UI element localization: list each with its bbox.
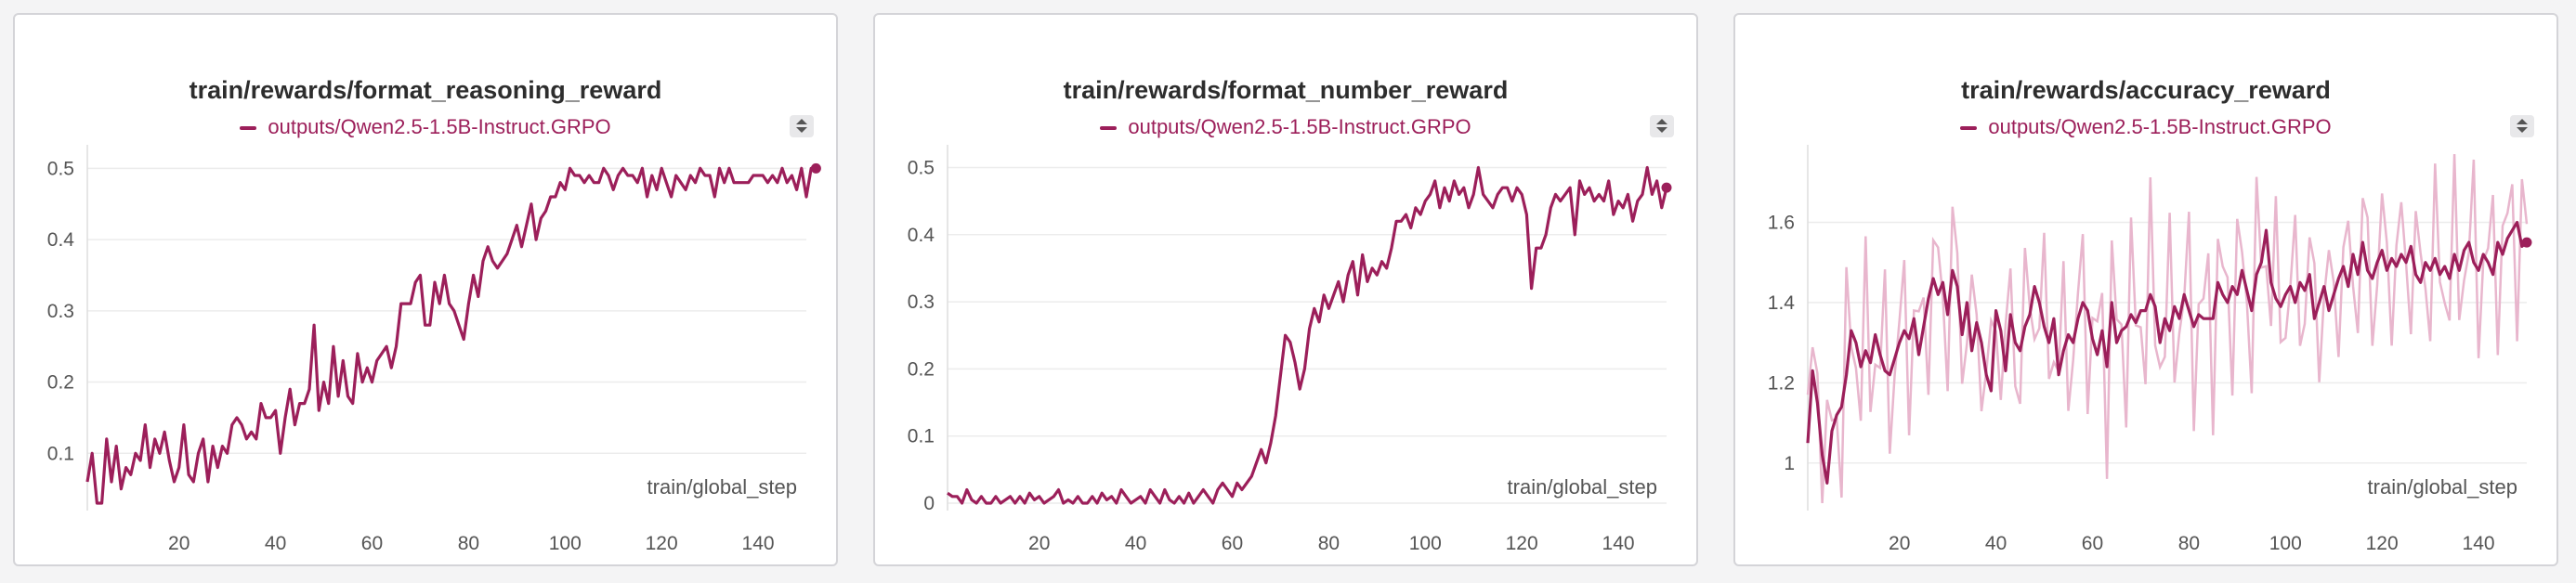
y-tick-label: 1 [1784,453,1795,474]
x-axis-title: train/global_step [1508,475,1657,499]
series-last-point [1661,182,1672,193]
legend-swatch [1960,126,1978,131]
x-tick-label: 20 [1889,533,1910,554]
x-tick-label: 20 [1028,533,1050,554]
chart-legend[interactable]: outputs/Qwen2.5-1.5B-Instruct.GRPO [1735,115,2556,139]
series-line [947,165,1668,505]
legend-label: outputs/Qwen2.5-1.5B-Instruct.GRPO [268,115,611,138]
chart-svg-accuracy: 1 1.2 1.4 1.6 20 40 60 80 100 120 140 train/global_… [1768,145,2532,554]
legend-sort-button[interactable] [790,115,814,137]
x-tick-label: 140 [2463,533,2495,554]
caret-down-icon [796,127,807,133]
caret-up-icon [796,119,807,124]
y-tick-label: 1.6 [1768,212,1795,233]
series-line [85,166,817,505]
y-tick-label: 0.3 [47,301,74,322]
x-tick-label: 140 [742,533,775,554]
chart-legend[interactable]: outputs/Qwen2.5-1.5B-Instruct.GRPO [875,115,1696,139]
x-tick-label: 40 [1125,533,1146,554]
y-tick-label: 0.5 [47,158,74,179]
y-tick-label: 0.1 [47,443,74,464]
chart-svg-format-reasoning: 0.1 0.2 0.3 0.4 0.5 20 40 60 80 100 120 140 train/gl… [47,145,821,554]
chart-panel-format-reasoning: 0.1 0.2 0.3 0.4 0.5 20 40 60 80 100 120 140 train/gl… [13,13,838,566]
x-tick-label: 100 [549,533,582,554]
x-tick-label: 80 [1318,533,1340,554]
y-tick-label: 0.2 [47,372,74,394]
y-tick-label: 1.2 [1768,372,1795,394]
chart-title: train/rewards/accuracy_reward [1961,76,2331,104]
legend-label: outputs/Qwen2.5-1.5B-Instruct.GRPO [1988,115,2332,138]
x-axis-title: train/global_step [2368,475,2517,499]
x-tick-label: 60 [361,533,383,554]
legend-swatch [1100,126,1118,131]
y-tick-label: 0.2 [908,358,935,380]
x-tick-label: 60 [1222,533,1243,554]
y-tick-label: 1.4 [1768,292,1796,314]
x-axis-title: train/global_step [647,475,797,499]
caret-up-icon [1656,119,1667,124]
caret-up-icon [2517,119,2528,124]
x-tick-label: 140 [1602,533,1635,554]
x-tick-label: 40 [1985,533,2007,554]
chart-panel-format-number: 0 0.1 0.2 0.3 0.4 0.5 20 40 60 80 100 120 140 train/g… [873,13,1698,566]
y-tick-label: 0.5 [908,157,935,178]
y-tick-label: 0.4 [908,225,935,246]
x-tick-label: 100 [2269,533,2302,554]
x-tick-label: 40 [265,533,286,554]
x-tick-label: 120 [1506,533,1538,554]
chart-title: train/rewards/format_number_reward [1063,76,1509,104]
series-raw-line [1806,153,2529,504]
x-tick-label: 80 [458,533,479,554]
series-line [1806,220,2529,485]
x-tick-label: 120 [646,533,678,554]
series-last-point [2521,237,2532,248]
chart-panel-accuracy: 1 1.2 1.4 1.6 20 40 60 80 100 120 140 train/global_… [1733,13,2558,566]
x-tick-label: 120 [2366,533,2399,554]
y-tick-label: 0.3 [908,292,935,313]
chart-legend[interactable]: outputs/Qwen2.5-1.5B-Instruct.GRPO [15,115,836,139]
x-tick-label: 80 [2178,533,2200,554]
legend-sort-button[interactable] [2510,115,2534,137]
chart-svg-format-number: 0 0.1 0.2 0.3 0.4 0.5 20 40 60 80 100 120 140 train/g… [908,145,1672,554]
legend-swatch [240,126,257,131]
caret-down-icon [2517,127,2528,133]
legend-label: outputs/Qwen2.5-1.5B-Instruct.GRPO [1128,115,1471,138]
y-tick-label: 0.1 [908,426,935,447]
x-tick-label: 100 [1409,533,1442,554]
legend-sort-button[interactable] [1650,115,1674,137]
y-tick-label: 0.4 [47,229,75,251]
x-tick-label: 20 [168,533,190,554]
chart-title: train/rewards/format_reasoning_reward [189,76,662,104]
series-last-point [810,162,821,174]
y-tick-label: 0 [923,493,935,514]
x-tick-label: 60 [2082,533,2103,554]
caret-down-icon [1656,127,1667,133]
